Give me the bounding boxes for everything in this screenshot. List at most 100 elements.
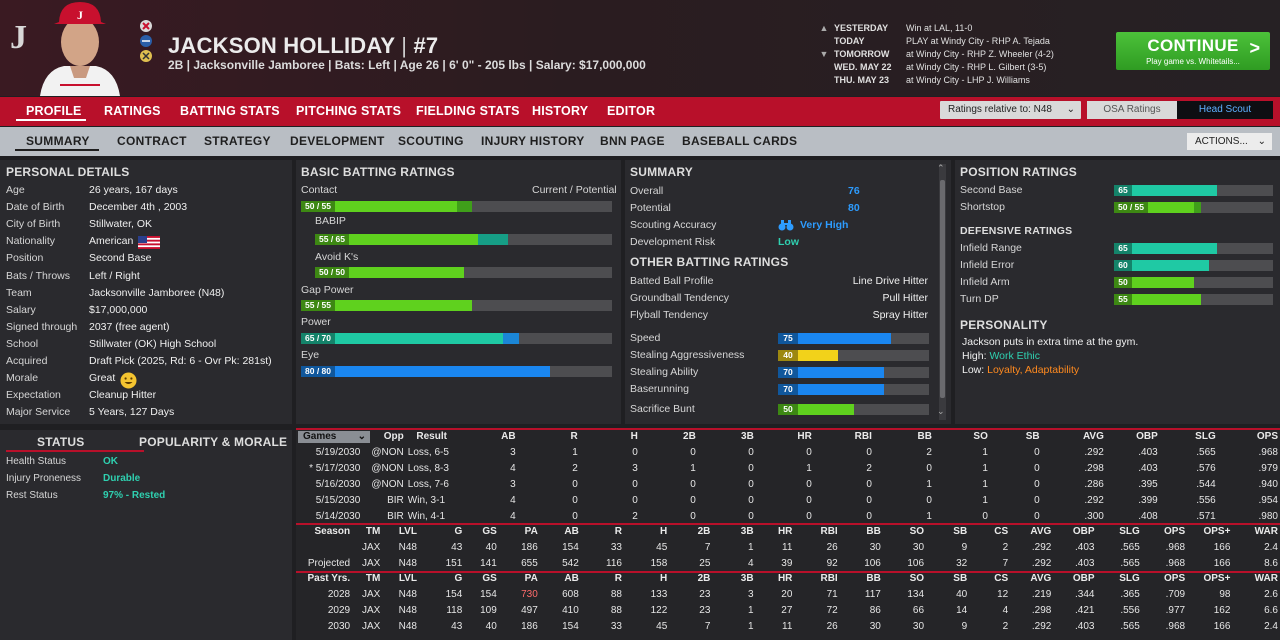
status-tab-indicator: [6, 450, 144, 452]
column-header[interactable]: TM: [365, 573, 381, 584]
column-header[interactable]: RBI: [854, 431, 872, 442]
column-header[interactable]: LVL: [398, 526, 417, 537]
column-header[interactable]: HR: [777, 526, 793, 537]
column-header[interactable]: AVG: [1030, 573, 1052, 584]
schedule-info[interactable]: at Windy City - RHP Z. Wheeler (4-2): [906, 49, 1054, 59]
column-header[interactable]: 2B: [697, 526, 711, 537]
schedule-up-icon[interactable]: ▲: [819, 23, 829, 33]
table-cell: 0: [690, 479, 696, 490]
tab-profile[interactable]: PROFILE: [26, 104, 82, 118]
schedule-down-icon[interactable]: ▼: [819, 49, 829, 59]
column-header[interactable]: HR: [797, 431, 812, 442]
summary-scrollbar[interactable]: [939, 164, 946, 420]
column-header[interactable]: PA: [524, 573, 538, 584]
column-header[interactable]: 3B: [740, 526, 754, 537]
column-header[interactable]: TM: [365, 526, 381, 537]
tab-popularity-morale[interactable]: POPULARITY & MORALE: [139, 435, 288, 449]
tab-ratings[interactable]: RATINGS: [104, 104, 161, 118]
continue-button[interactable]: CONTINUE Play game vs. Whitetails... >: [1116, 32, 1270, 70]
column-header[interactable]: SO: [909, 573, 925, 584]
tab-pitching-stats[interactable]: PITCHING STATS: [296, 104, 402, 118]
column-header[interactable]: GS: [482, 573, 497, 584]
column-header[interactable]: BB: [866, 573, 881, 584]
column-header[interactable]: SO: [909, 526, 925, 537]
column-header[interactable]: G: [454, 573, 463, 584]
column-header[interactable]: [296, 429, 362, 445]
column-header[interactable]: HR: [777, 573, 793, 584]
tab-fielding-stats[interactable]: FIELDING STATS: [416, 104, 520, 118]
column-header[interactable]: SLG: [1119, 573, 1140, 584]
column-header[interactable]: WAR: [1254, 573, 1278, 584]
column-header[interactable]: AB: [564, 526, 579, 537]
subtab-summary[interactable]: SUMMARY: [26, 134, 90, 148]
column-header[interactable]: CS: [994, 526, 1009, 537]
column-header[interactable]: R: [570, 431, 578, 442]
column-header[interactable]: SB: [953, 573, 968, 584]
column-header[interactable]: SLG: [1119, 526, 1140, 537]
subtab-development[interactable]: DEVELOPMENT: [290, 134, 385, 148]
column-header[interactable]: WAR: [1254, 526, 1278, 537]
column-header[interactable]: AB: [501, 431, 516, 442]
column-header[interactable]: SLG: [1195, 431, 1216, 442]
column-header[interactable]: OPS: [1256, 431, 1278, 442]
head-scout-button[interactable]: Head Scout: [1177, 101, 1273, 119]
column-header[interactable]: SB: [1025, 431, 1040, 442]
column-header[interactable]: LVL: [398, 573, 417, 584]
osa-ratings-button[interactable]: OSA Ratings: [1087, 101, 1177, 119]
column-header[interactable]: AB: [564, 573, 579, 584]
column-header[interactable]: OBP: [1136, 431, 1158, 442]
subtab-bnn-page[interactable]: BNN PAGE: [600, 134, 665, 148]
tab-batting-stats[interactable]: BATTING STATS: [180, 104, 280, 118]
column-header[interactable]: SB: [953, 526, 968, 537]
column-header[interactable]: SO: [973, 431, 988, 442]
scroll-up-icon[interactable]: ⌃: [937, 163, 945, 173]
subtab-baseball-cards[interactable]: BASEBALL CARDS: [682, 134, 798, 148]
games-select[interactable]: Games ⌄: [298, 431, 370, 443]
column-header[interactable]: AVG: [1030, 526, 1052, 537]
tab-history[interactable]: HISTORY: [532, 104, 589, 118]
schedule-info[interactable]: PLAY at Windy City - RHP A. Tejada: [906, 36, 1050, 46]
column-header[interactable]: OPS+: [1203, 526, 1231, 537]
column-header[interactable]: 3B: [740, 573, 754, 584]
column-header[interactable]: OPS: [1164, 526, 1186, 537]
column-header[interactable]: H: [660, 526, 668, 537]
column-header[interactable]: BB: [866, 526, 881, 537]
column-header[interactable]: RBI: [820, 573, 838, 584]
column-header[interactable]: 3B: [741, 431, 754, 442]
tab-editor[interactable]: EDITOR: [607, 104, 656, 118]
subtab-contract[interactable]: CONTRACT: [117, 134, 187, 148]
table-cell: 106: [864, 558, 881, 569]
column-header[interactable]: RBI: [820, 526, 838, 537]
column-header[interactable]: AVG: [1082, 431, 1104, 442]
schedule-info[interactable]: Win at LAL, 11-0: [906, 23, 973, 33]
column-header[interactable]: CS: [994, 573, 1009, 584]
column-header[interactable]: Opp: [383, 431, 404, 442]
column-header[interactable]: R: [614, 526, 622, 537]
tab-status[interactable]: STATUS: [37, 435, 85, 449]
column-header[interactable]: R: [614, 573, 622, 584]
subtab-scouting[interactable]: SCOUTING: [398, 134, 464, 148]
column-header[interactable]: Past Yrs.: [307, 573, 351, 584]
scroll-down-icon[interactable]: ⌄: [937, 406, 945, 416]
column-header[interactable]: OBP: [1072, 526, 1095, 537]
column-header[interactable]: H: [660, 573, 668, 584]
column-header[interactable]: BB: [917, 431, 932, 442]
defensive-label: Infield Arm: [960, 276, 1010, 288]
column-header[interactable]: Result: [416, 431, 447, 442]
column-header[interactable]: 2B: [683, 431, 696, 442]
column-header[interactable]: H: [630, 431, 638, 442]
subtab-injury-history[interactable]: INJURY HISTORY: [481, 134, 585, 148]
column-header[interactable]: PA: [524, 526, 538, 537]
column-header[interactable]: GS: [482, 526, 497, 537]
actions-button[interactable]: ACTIONS... ⌄: [1187, 133, 1272, 150]
schedule-info[interactable]: at Windy City - LHP J. Williams: [906, 75, 1030, 85]
ratings-relative-select[interactable]: Ratings relative to: N48 ⌄: [940, 101, 1081, 119]
column-header[interactable]: OBP: [1072, 573, 1095, 584]
column-header[interactable]: G: [454, 526, 463, 537]
column-header[interactable]: 2B: [697, 573, 711, 584]
column-header[interactable]: OPS: [1164, 573, 1186, 584]
column-header[interactable]: Season: [314, 526, 351, 537]
schedule-info[interactable]: at Windy City - RHP L. Gilbert (3-5): [906, 62, 1047, 72]
column-header[interactable]: OPS+: [1203, 573, 1231, 584]
subtab-strategy[interactable]: STRATEGY: [204, 134, 271, 148]
